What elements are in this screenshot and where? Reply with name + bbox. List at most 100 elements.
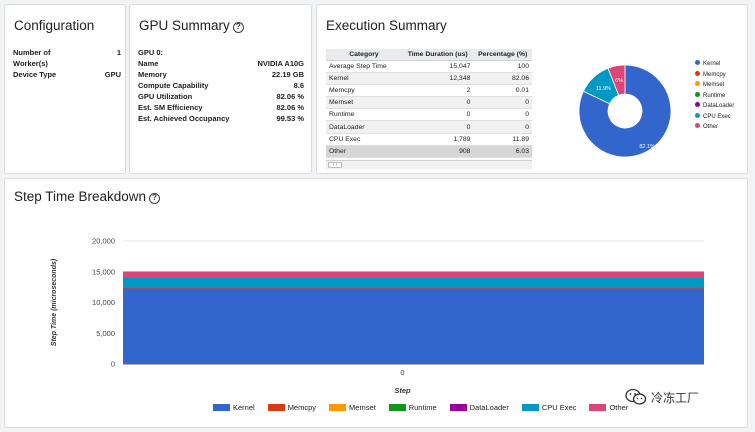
gpu-info-row: GPU Utilization 82.06 %	[138, 91, 304, 102]
legend-swatch	[521, 404, 539, 411]
table-cell-duration: 0	[401, 96, 474, 110]
legend-item[interactable]: Other	[695, 122, 734, 133]
watermark: 冷冻工厂	[625, 388, 699, 406]
legend-item[interactable]: DataLoader	[449, 403, 509, 412]
execution-donut-chart: 82.1% 11.9% 6%	[578, 64, 672, 158]
legend-item[interactable]: Memset	[329, 403, 376, 412]
legend-item[interactable]: Memset	[695, 80, 734, 91]
configuration-card: Configuration Number of Worker(s) 1 Devi…	[4, 4, 126, 174]
help-icon[interactable]: ?	[149, 193, 161, 204]
gpu-info-row: Est. SM Efficiency 82.06 %	[138, 102, 304, 113]
execution-summary-card: Execution Summary Category Time Duration…	[316, 4, 748, 174]
legend-label: CPU Exec	[703, 113, 731, 120]
legend-swatch	[449, 404, 467, 411]
execution-table-body: Average Step Time 15,047 100 Kernel 12,348 82…	[326, 60, 532, 159]
x-axis-title: Step	[394, 386, 411, 395]
gpu-info-row: Compute Capability 8.6	[138, 80, 304, 91]
table-cell-duration: 15,047	[401, 60, 474, 73]
column-header-time-duration[interactable]: Time Duration (us)	[401, 49, 474, 61]
gpu-info-value: NVIDIA A10G	[257, 59, 304, 68]
legend-label: Memcpy	[287, 403, 317, 412]
area-series-cpu-exec[interactable]	[123, 277, 704, 289]
legend-swatch	[329, 404, 347, 411]
area-series-memcpy[interactable]	[123, 288, 704, 289]
y-tick-label: 20,000	[92, 237, 115, 246]
donut-slice-label: 11.9%	[596, 86, 611, 92]
legend-swatch	[695, 112, 700, 118]
table-cell-percentage: 0	[473, 120, 532, 134]
legend-swatch	[695, 102, 700, 107]
gpu-info-row: Name NVIDIA A10G	[138, 58, 304, 69]
legend-item[interactable]: Runtime	[695, 91, 734, 102]
table-page-nav[interactable]: ‹ ›	[328, 162, 342, 168]
legend-item[interactable]: CPU Exec	[521, 403, 577, 412]
gpu-info-key: Memory	[138, 70, 167, 79]
table-cell-duration: 908	[401, 145, 474, 159]
legend-item[interactable]: Memcpy	[267, 403, 317, 412]
legend-item[interactable]: DataLoader	[695, 101, 734, 112]
table-cell-category: Memcpy	[326, 84, 402, 98]
step-time-breakdown-card: Step Time Breakdown? 0 5,000 10,000 15,000 2…	[4, 178, 748, 428]
legend-item[interactable]: Other	[589, 403, 628, 412]
legend-swatch	[267, 404, 285, 411]
table-cell-category: Average Step Time	[326, 60, 402, 73]
table-cell-category: Runtime	[326, 108, 402, 122]
table-row: CPU Exec 1,789 11.89	[326, 133, 532, 146]
table-row: DataLoader 0 0	[326, 120, 532, 134]
legend-label: Runtime	[408, 403, 437, 412]
configuration-title: Configuration	[14, 18, 95, 33]
gpu-info-key: GPU Utilization	[138, 92, 193, 101]
table-footer: ‹ ›	[326, 160, 532, 169]
table-row: Memcpy 2 0.01	[326, 84, 532, 98]
area-series-other[interactable]	[123, 271, 704, 278]
column-header-percentage[interactable]: Percentage (%)	[473, 49, 532, 61]
gpu-info-row: GPU 0:	[138, 47, 304, 58]
execution-summary-table: Category Time Duration (us) Percentage (…	[326, 49, 532, 159]
table-row: Average Step Time 15,047 100	[326, 60, 532, 73]
legend-item[interactable]: Kernel	[695, 59, 734, 70]
legend-label: Other	[609, 403, 629, 412]
table-cell-percentage: 100	[473, 60, 532, 73]
config-value: GPU	[104, 70, 121, 79]
table-cell-duration: 12,348	[401, 72, 474, 85]
legend-item[interactable]: Kernel	[213, 403, 255, 412]
gpu-info-row: Est. Achieved Occupancy 99.53 %	[138, 113, 304, 124]
table-cell-percentage: 11.89	[473, 133, 532, 146]
legend-swatch	[589, 404, 607, 411]
legend-label: DataLoader	[703, 103, 735, 109]
help-icon[interactable]: ?	[232, 22, 244, 33]
donut-slice-other[interactable]	[607, 64, 626, 96]
legend-label: CPU Exec	[541, 403, 577, 412]
legend-swatch	[388, 404, 406, 411]
config-value: 1	[116, 48, 121, 57]
legend-item[interactable]: CPU Exec	[695, 112, 734, 123]
area-series-kernel[interactable]	[123, 288, 704, 364]
donut-slice-kernel[interactable]	[578, 64, 672, 158]
config-key: Number of Worker(s)	[13, 48, 51, 68]
y-axis-title: Step Time (microseconds)	[51, 258, 58, 346]
step-time-area-chart: 0 5,000 10,000 15,000 20,000 0 Step Step Time (…	[51, 237, 704, 395]
table-cell-percentage: 82.06	[473, 72, 532, 85]
gpu-info-row: Memory 22.19 GB	[138, 69, 304, 80]
donut-legend: Kernel Memcpy Memset Runtime DataLoader CPU E…	[695, 59, 734, 133]
y-tick-label: 5,000	[96, 329, 115, 338]
y-tick-label: 0	[111, 360, 115, 369]
legend-swatch	[695, 70, 700, 76]
legend-label: Kernel	[703, 61, 721, 67]
gpu-info-value: 8.6	[293, 81, 304, 90]
column-header-category[interactable]: Category	[326, 49, 402, 61]
legend-swatch	[695, 123, 700, 128]
legend-label: Memcpy	[703, 71, 726, 78]
gpu-info-value: 82.06 %	[276, 92, 304, 101]
legend-label: Other	[703, 124, 719, 130]
table-cell-category: CPU Exec	[326, 133, 402, 146]
table-header-row: Category Time Duration (us) Percentage (…	[326, 49, 532, 61]
step-chart-legend: Kernel Memcpy Memset Runtime DataLoader CPU E…	[213, 403, 641, 412]
table-cell-category: Other	[326, 145, 402, 159]
legend-item[interactable]: Runtime	[388, 403, 437, 412]
legend-label: Memset	[349, 403, 376, 412]
config-row-workers: Number of Worker(s) 1	[13, 47, 121, 69]
y-tick-label: 10,000	[92, 298, 115, 307]
table-cell-category: DataLoader	[326, 120, 402, 134]
legend-item[interactable]: Memcpy	[695, 70, 734, 81]
